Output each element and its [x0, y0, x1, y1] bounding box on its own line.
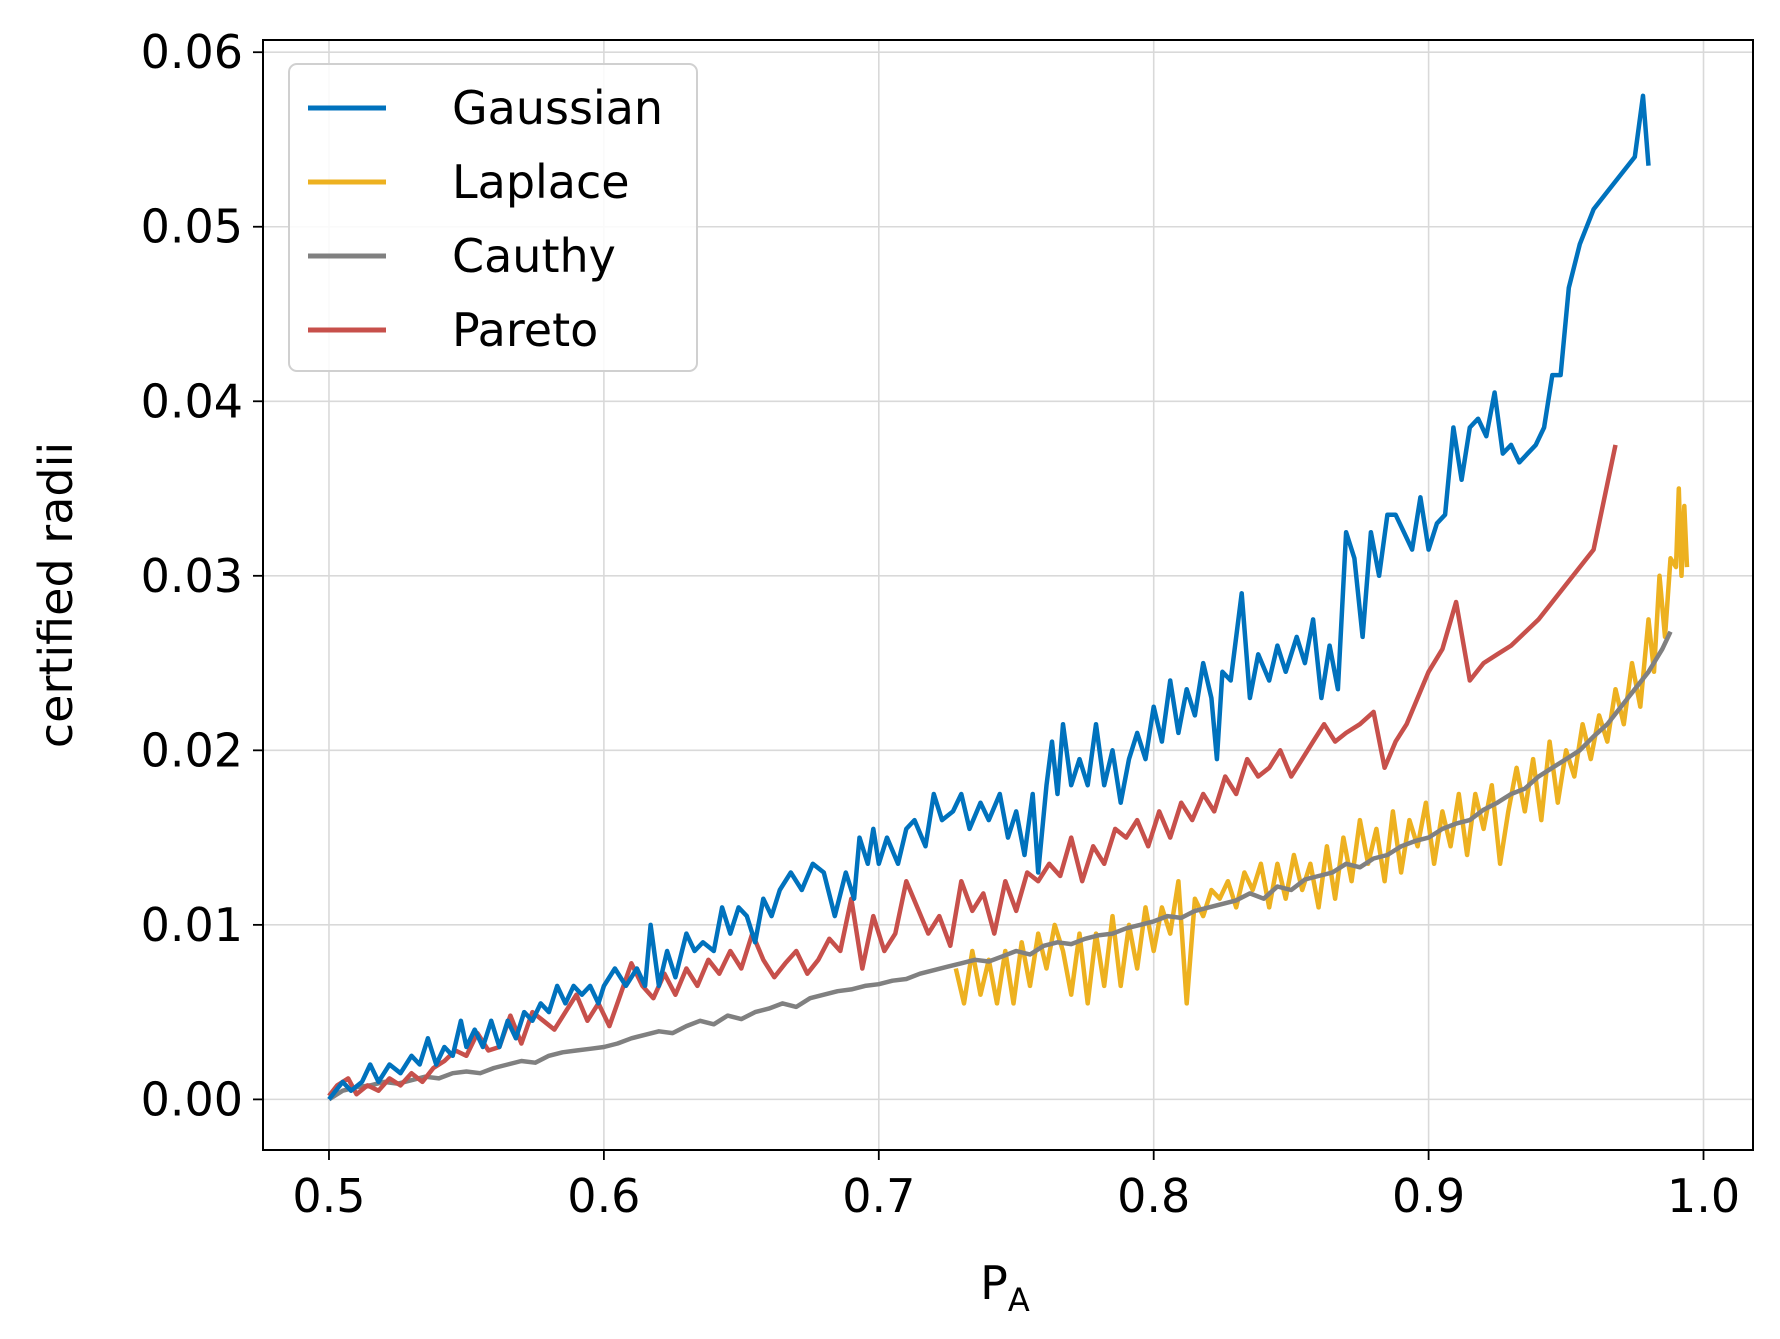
- x-axis-title-subscript: A: [1008, 1281, 1030, 1319]
- x-tick-label: 0.5: [292, 1169, 365, 1223]
- series-layer: [327, 93, 1690, 1102]
- y-tick-label: 0.06: [141, 25, 243, 79]
- y-tick-label: 0.05: [141, 200, 243, 254]
- y-tick-label: 0.03: [141, 549, 243, 603]
- series-line-pareto: [327, 444, 1618, 1098]
- y-axis: 0.00 0.01 0.02 0.03 0.04 0.05 0.06: [141, 25, 263, 1126]
- series-line-gaussian: [327, 93, 1651, 1101]
- y-tick-label: 0.00: [141, 1072, 243, 1126]
- legend: Gaussian Laplace Cauthy Pareto: [288, 63, 698, 372]
- legend-label-cauthy: Cauthy: [452, 229, 616, 283]
- x-axis: 0.5 0.6 0.7 0.8 0.9 1.0: [292, 1150, 1740, 1223]
- x-axis-title: PA: [980, 1256, 1030, 1319]
- legend-label-pareto: Pareto: [452, 303, 598, 357]
- series-line-cauthy: [327, 630, 1673, 1102]
- y-tick-label: 0.01: [141, 898, 243, 952]
- x-axis-title-main: P: [980, 1256, 1008, 1310]
- x-tick-label: 0.9: [1392, 1169, 1465, 1223]
- x-tick-label: 0.7: [842, 1169, 915, 1223]
- y-tick-label: 0.04: [141, 374, 243, 428]
- legend-label-laplace: Laplace: [452, 155, 630, 209]
- y-axis-title: certified radii: [29, 442, 83, 748]
- x-tick-label: 0.8: [1117, 1169, 1190, 1223]
- legend-label-gaussian: Gaussian: [452, 81, 663, 135]
- legend-box: [288, 63, 698, 372]
- x-tick-label: 0.6: [567, 1169, 640, 1223]
- x-tick-label: 1.0: [1667, 1169, 1740, 1223]
- plot-frame: [262, 39, 1754, 1151]
- y-tick-label: 0.02: [141, 723, 243, 777]
